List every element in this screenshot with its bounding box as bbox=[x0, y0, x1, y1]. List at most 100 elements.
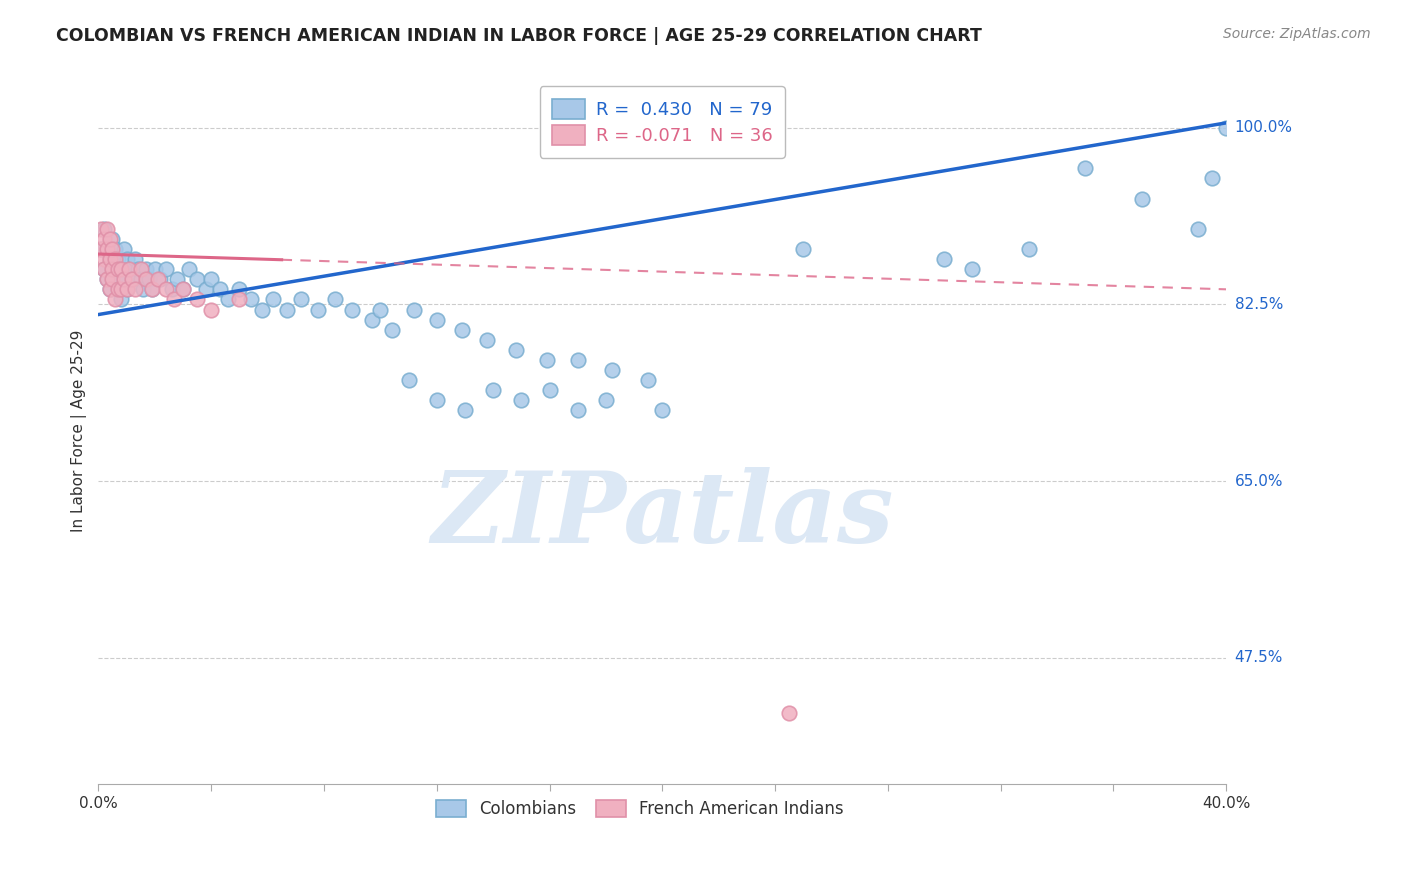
Point bbox=[115, 282, 138, 296]
Point bbox=[381, 323, 404, 337]
Point bbox=[93, 262, 115, 277]
Point bbox=[228, 282, 250, 296]
Point bbox=[276, 302, 298, 317]
Point bbox=[1201, 171, 1223, 186]
Point bbox=[90, 221, 112, 235]
Point bbox=[536, 353, 558, 368]
Point bbox=[115, 252, 138, 266]
Point bbox=[1018, 242, 1040, 256]
Point bbox=[404, 302, 426, 317]
Point bbox=[149, 272, 172, 286]
Point bbox=[228, 293, 250, 307]
Point bbox=[93, 232, 115, 246]
Point bbox=[186, 272, 208, 286]
Point bbox=[426, 312, 449, 326]
Point bbox=[121, 272, 143, 286]
Point bbox=[567, 403, 589, 417]
Point bbox=[110, 262, 132, 277]
Point bbox=[451, 323, 474, 337]
Text: 82.5%: 82.5% bbox=[1234, 297, 1282, 312]
Point bbox=[93, 252, 115, 266]
Point bbox=[934, 252, 956, 266]
Point bbox=[104, 272, 127, 286]
Point bbox=[166, 272, 188, 286]
Point bbox=[118, 262, 141, 277]
Point bbox=[426, 393, 449, 408]
Point bbox=[96, 242, 118, 256]
Point bbox=[141, 282, 163, 296]
Point bbox=[250, 302, 273, 317]
Point bbox=[239, 293, 262, 307]
Point bbox=[778, 706, 800, 720]
Point bbox=[98, 252, 121, 266]
Point bbox=[177, 262, 200, 277]
Point bbox=[129, 272, 152, 286]
Point bbox=[792, 242, 814, 256]
Point bbox=[98, 252, 121, 266]
Point bbox=[340, 302, 363, 317]
Point bbox=[110, 293, 132, 307]
Point bbox=[96, 242, 118, 256]
Point bbox=[155, 282, 177, 296]
Point bbox=[360, 312, 382, 326]
Point bbox=[107, 262, 129, 277]
Point bbox=[93, 221, 115, 235]
Point bbox=[90, 242, 112, 256]
Point bbox=[104, 293, 127, 307]
Point bbox=[323, 293, 346, 307]
Point bbox=[107, 282, 129, 296]
Point bbox=[129, 262, 152, 277]
Text: 47.5%: 47.5% bbox=[1234, 650, 1282, 665]
Point bbox=[96, 272, 118, 286]
Point bbox=[107, 282, 129, 296]
Point bbox=[1130, 192, 1153, 206]
Point bbox=[96, 221, 118, 235]
Point bbox=[143, 262, 166, 277]
Point bbox=[398, 373, 420, 387]
Point bbox=[637, 373, 659, 387]
Point bbox=[104, 252, 127, 266]
Point bbox=[132, 282, 155, 296]
Point bbox=[141, 282, 163, 296]
Text: 65.0%: 65.0% bbox=[1234, 474, 1284, 489]
Point bbox=[595, 393, 617, 408]
Point bbox=[163, 293, 186, 307]
Point bbox=[505, 343, 527, 357]
Point bbox=[98, 282, 121, 296]
Point bbox=[1187, 221, 1209, 235]
Point bbox=[172, 282, 194, 296]
Point bbox=[101, 242, 124, 256]
Point bbox=[200, 302, 222, 317]
Point bbox=[104, 242, 127, 256]
Point bbox=[186, 293, 208, 307]
Text: Source: ZipAtlas.com: Source: ZipAtlas.com bbox=[1223, 27, 1371, 41]
Point bbox=[194, 282, 217, 296]
Point bbox=[1215, 120, 1237, 135]
Legend: Colombians, French American Indians: Colombians, French American Indians bbox=[429, 793, 851, 825]
Point bbox=[482, 383, 505, 397]
Point bbox=[290, 293, 312, 307]
Point bbox=[118, 262, 141, 277]
Point bbox=[454, 403, 477, 417]
Point bbox=[124, 282, 146, 296]
Point bbox=[200, 272, 222, 286]
Point bbox=[124, 252, 146, 266]
Point bbox=[651, 403, 673, 417]
Point bbox=[1074, 161, 1097, 176]
Text: COLOMBIAN VS FRENCH AMERICAN INDIAN IN LABOR FORCE | AGE 25-29 CORRELATION CHART: COLOMBIAN VS FRENCH AMERICAN INDIAN IN L… bbox=[56, 27, 983, 45]
Point bbox=[110, 282, 132, 296]
Point bbox=[155, 262, 177, 277]
Point bbox=[307, 302, 329, 317]
Point bbox=[93, 262, 115, 277]
Point bbox=[101, 262, 124, 277]
Text: 100.0%: 100.0% bbox=[1234, 120, 1292, 136]
Point bbox=[101, 232, 124, 246]
Y-axis label: In Labor Force | Age 25-29: In Labor Force | Age 25-29 bbox=[72, 329, 87, 532]
Point bbox=[160, 282, 183, 296]
Point bbox=[962, 262, 984, 277]
Point bbox=[121, 272, 143, 286]
Point bbox=[262, 293, 284, 307]
Point bbox=[112, 272, 135, 286]
Point bbox=[101, 272, 124, 286]
Point bbox=[107, 252, 129, 266]
